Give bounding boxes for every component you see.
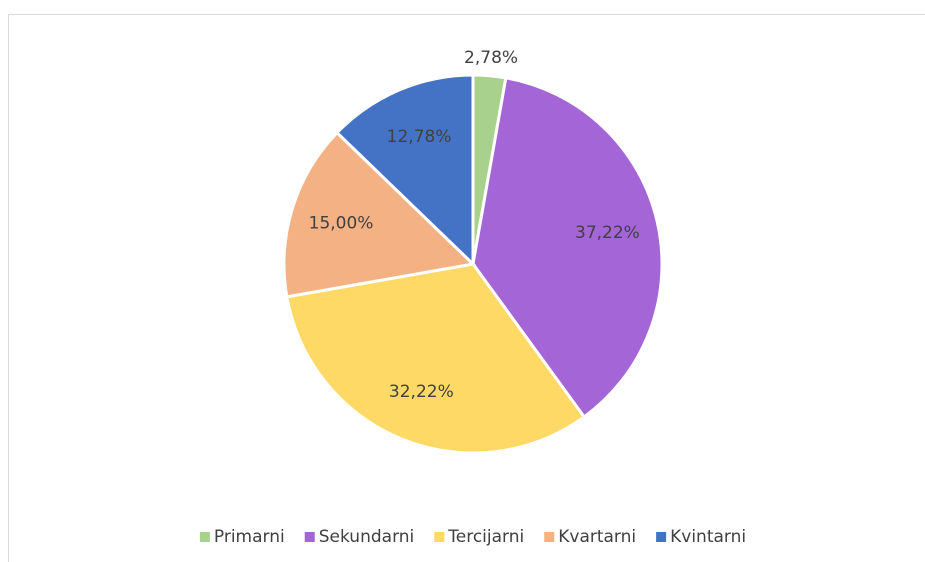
legend-swatch bbox=[304, 532, 315, 542]
legend-label: Primarni bbox=[214, 527, 285, 547]
legend-label: Kvintarni bbox=[670, 527, 746, 547]
data-label: 32,22% bbox=[389, 382, 454, 402]
pie-slice bbox=[285, 262, 587, 455]
legend-label: Sekundarni bbox=[319, 527, 415, 547]
data-label: 2,78% bbox=[464, 48, 518, 68]
data-label: 12,78% bbox=[387, 127, 452, 147]
pie-slice bbox=[282, 130, 477, 299]
legend-swatch bbox=[656, 532, 667, 542]
legend-swatch bbox=[434, 532, 445, 542]
legend-label: Kvartarni bbox=[558, 527, 636, 547]
legend-swatch bbox=[199, 532, 210, 542]
data-label: 37,22% bbox=[575, 223, 640, 243]
legend-swatch bbox=[544, 532, 555, 542]
pie-slice bbox=[334, 73, 475, 268]
pie-slice bbox=[471, 76, 664, 420]
data-label: 15,00% bbox=[309, 214, 374, 234]
legend-label: Tercijarni bbox=[447, 527, 524, 547]
